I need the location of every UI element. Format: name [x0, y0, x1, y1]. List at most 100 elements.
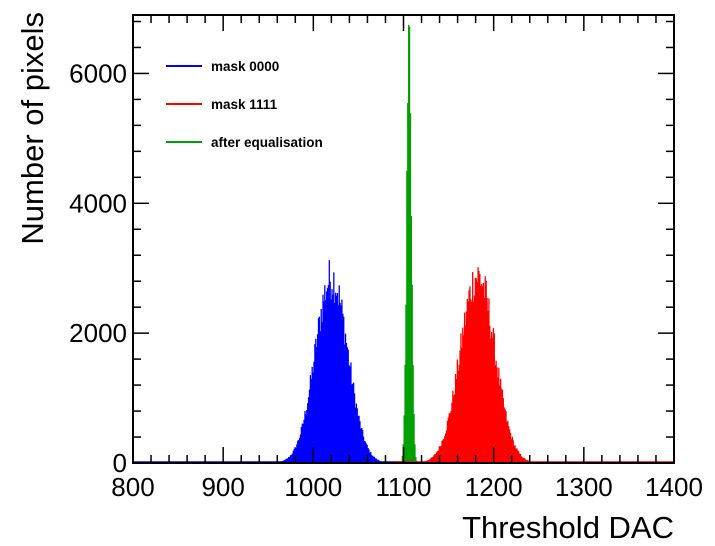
histogram-bar-mask-0000 — [362, 430, 364, 463]
histogram-bar-mask-1111 — [517, 450, 519, 463]
histogram-bar-mask-0000 — [364, 441, 367, 463]
histogram-bar-mask-0000 — [343, 344, 346, 463]
histogram-bar-mask-1111 — [495, 360, 497, 463]
histogram-bar-mask-0000 — [359, 421, 361, 463]
histogram-bar-mask-1111 — [447, 417, 449, 463]
histogram-bar-mask-1111 — [501, 389, 504, 463]
histogram-bar-mask-0000 — [371, 455, 373, 463]
histogram-bar-mask-0000 — [343, 316, 345, 463]
histogram-bar-mask-0000 — [349, 366, 351, 463]
histogram-bar-mask-1111 — [459, 350, 461, 463]
histogram-bar-mask-0000 — [287, 458, 289, 463]
histogram-bar-mask-1111 — [473, 295, 476, 463]
histogram-bar-mask-1111 — [490, 332, 493, 463]
histogram-bar-mask-0000 — [344, 333, 347, 463]
histogram-bar-mask-0000 — [320, 308, 322, 463]
histogram-bar-mask-1111 — [430, 457, 432, 463]
histogram-bar-mask-0000 — [341, 299, 343, 463]
histogram-bar-mask-1111 — [444, 436, 446, 463]
tick-labels: 800 900 1000 1100 1200 1300 1400 0 2000 4000 6000 — [69, 58, 703, 502]
histogram-bar-mask-0000 — [315, 338, 317, 463]
histogram-bar-after-equalisation — [412, 365, 414, 463]
histogram-bar-mask-1111 — [476, 282, 478, 463]
histogram-bar-mask-1111 — [472, 301, 475, 463]
histogram-bar-mask-1111 — [480, 285, 482, 463]
histogram-bar-mask-0000 — [317, 318, 320, 463]
histogram-bar-mask-0000 — [348, 365, 350, 463]
histogram-bar-mask-0000 — [308, 389, 311, 463]
histogram-bar-mask-0000 — [335, 295, 338, 463]
histogram-bar-mask-0000 — [345, 342, 348, 463]
histogram-bar-mask-0000 — [313, 361, 315, 463]
legend: mask 0000 mask 1111 after equalisation — [166, 59, 323, 150]
histogram-bar-mask-0000 — [316, 347, 318, 463]
histogram-bar-mask-0000 — [330, 299, 332, 463]
histogram-bar-mask-0000 — [340, 305, 342, 463]
histogram-bar-mask-1111 — [513, 445, 515, 463]
histogram-bar-mask-1111 — [453, 394, 456, 463]
histogram-bar-mask-0000 — [289, 455, 292, 463]
histogram-bar-mask-1111 — [439, 446, 441, 463]
legend-label: mask 1111 — [211, 97, 278, 112]
x-tick-label: 1100 — [376, 472, 432, 502]
histogram-bar-mask-1111 — [455, 378, 458, 463]
histogram-bar-mask-1111 — [467, 301, 469, 463]
histogram-bar-mask-0000 — [354, 407, 357, 463]
histogram-bar-mask-0000 — [334, 292, 337, 463]
histogram-bar-mask-1111 — [520, 456, 523, 463]
histogram-bar-after-equalisation — [403, 415, 405, 463]
histogram-bar-mask-0000 — [357, 415, 359, 463]
histogram-bar-mask-1111 — [497, 377, 499, 463]
histogram-bar-mask-0000 — [334, 302, 336, 463]
histogram-bar-mask-0000 — [297, 440, 299, 463]
histogram-bar-mask-0000 — [298, 440, 300, 463]
histogram-bar-mask-1111 — [490, 338, 492, 463]
x-axis-title: Threshold DAC — [462, 510, 674, 545]
histogram-bar-mask-0000 — [363, 441, 366, 463]
histogram-bar-mask-0000 — [375, 458, 377, 463]
x-tick-label: 800 — [111, 472, 154, 502]
histogram-bar-mask-0000 — [368, 449, 370, 463]
histogram-bar-mask-1111 — [435, 454, 437, 463]
histogram-bar-mask-0000 — [358, 415, 360, 463]
histogram-bar-mask-1111 — [463, 312, 466, 463]
histogram-bar-mask-1111 — [494, 364, 496, 463]
histogram-bar-mask-1111 — [448, 413, 450, 463]
histogram-bar-mask-1111 — [452, 390, 454, 463]
histogram-bar-mask-1111 — [503, 407, 505, 463]
x-tick-label: 900 — [201, 472, 244, 502]
histogram-bar-mask-1111 — [478, 270, 480, 463]
histogram-bar-mask-1111 — [511, 436, 513, 463]
histogram-bar-mask-1111 — [470, 299, 472, 463]
histogram-bar-mask-0000 — [332, 294, 334, 463]
histogram-bar-mask-1111 — [434, 454, 436, 463]
histogram-bar-mask-1111 — [456, 359, 458, 463]
histogram-bar-mask-0000 — [290, 454, 293, 463]
histogram-bar-mask-1111 — [466, 298, 468, 463]
histogram-bar-mask-0000 — [288, 456, 290, 463]
histogram-bar-mask-0000 — [346, 347, 348, 463]
histogram-bar-mask-0000 — [306, 410, 308, 463]
histogram-bar-mask-1111 — [508, 429, 511, 463]
histogram-bar-after-equalisation — [407, 102, 409, 463]
histogram-bar-mask-1111 — [461, 347, 463, 463]
histogram-bar-after-equalisation — [409, 113, 412, 463]
histogram-bar-mask-1111 — [474, 277, 477, 463]
histogram-bar-mask-1111 — [440, 445, 442, 463]
histogram-bar-mask-0000 — [298, 437, 301, 463]
histogram-bar-mask-1111 — [481, 286, 484, 463]
histogram-bar-mask-1111 — [477, 267, 479, 463]
histogram-bar-after-equalisation — [413, 413, 415, 463]
histogram-bar-mask-0000 — [365, 443, 367, 463]
histogram-bar-mask-0000 — [366, 444, 368, 463]
histogram-bar-mask-1111 — [469, 286, 471, 463]
histogram-bar-mask-0000 — [369, 452, 371, 463]
histogram-bar-mask-1111 — [454, 374, 457, 463]
histogram-bar-mask-1111 — [485, 280, 487, 463]
histogram-bar-mask-1111 — [493, 333, 495, 463]
histogram-bar-mask-1111 — [445, 430, 448, 463]
histogram-bar-mask-1111 — [433, 455, 435, 463]
histogram-bar-mask-0000 — [302, 423, 304, 463]
histogram-bar-after-equalisation — [410, 216, 413, 463]
